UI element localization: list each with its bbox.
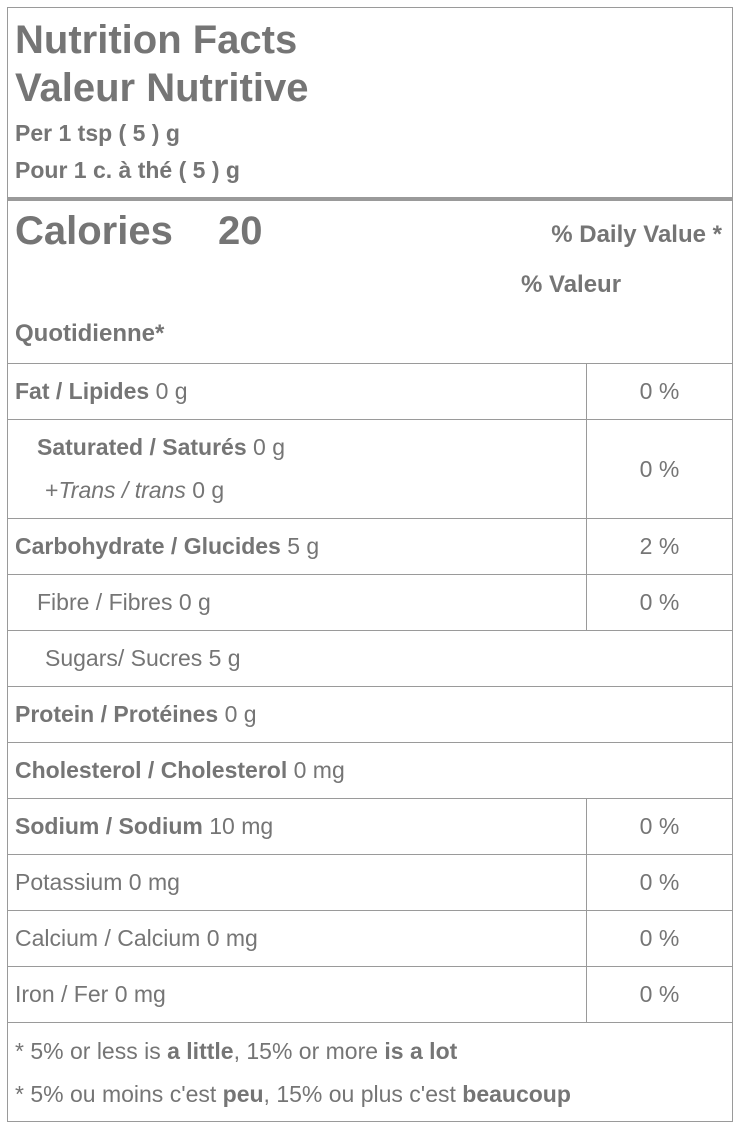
calories-label: Calories: [15, 209, 173, 253]
text-segment: * 5% or less is: [15, 1038, 168, 1064]
title: Nutrition Facts: [15, 18, 298, 62]
text-segment: 0 g: [218, 701, 257, 727]
nutrient-row: Potassium 0 mg 0 %: [8, 855, 732, 911]
nutrient-name: Protein / Protéines 0 g: [8, 687, 732, 742]
serving: Per 1 tsp ( 5 ) g: [15, 120, 180, 146]
line: Cholesterol / Cholesterol 0 mg: [15, 757, 732, 784]
text-segment: Calcium / Calcium 0 mg: [15, 925, 258, 951]
text-segment: Carbohydrate / Glucides: [15, 533, 281, 559]
nutrient-name: Fat / Lipides 0 g: [8, 364, 586, 419]
text-segment: , 15% ou plus c'est: [263, 1081, 463, 1107]
nutrient-name: Sugars/ Sucres 5 g: [8, 631, 732, 686]
text-segment: , 15% or more: [233, 1038, 385, 1064]
daily-value: % Daily Value *: [551, 221, 722, 248]
daily-value: Quotidienne*: [15, 320, 165, 347]
nutrient-row: Cholesterol / Cholesterol 0 mg: [8, 743, 732, 799]
text-segment: Saturated / Saturés: [37, 434, 247, 460]
text-segment: Potassium 0 mg: [15, 869, 180, 895]
text-segment: 0 g: [149, 378, 188, 404]
footnote: * 5% ou moins c'est peu, 15% ou plus c'e…: [15, 1073, 732, 1116]
nutrient-row: Iron / Fer 0 mg 0 %: [8, 967, 732, 1023]
calories-section: Calories 20 % Daily Value * % Valeur Quo…: [8, 201, 732, 364]
daily-value: % Valeur: [521, 271, 622, 298]
line: Fat / Lipides 0 g: [15, 378, 586, 405]
line: Sugars/ Sucres 5 g: [45, 645, 732, 672]
text-segment: Fibre / Fibres 0 g: [37, 589, 211, 615]
text-segment: Iron / Fer 0 mg: [15, 981, 166, 1007]
nutrient-row: Saturated / Saturés 0 g +Trans / trans 0 …: [8, 420, 732, 519]
percent: 0 %: [586, 911, 732, 966]
text-segment: +: [45, 477, 59, 503]
nutrition-label: Nutrition Facts Valeur Nutritive Per 1 t…: [7, 7, 733, 1122]
text-segment: Trans / trans: [58, 477, 186, 503]
footnote: * 5% or less is a little, 15% or more is…: [15, 1030, 732, 1073]
text-segment: 0 g: [185, 477, 225, 503]
text-segment: 0 g: [246, 434, 286, 460]
percent: 0 %: [586, 855, 732, 910]
text-segment: 10 mg: [202, 813, 274, 839]
text-segment: 0 mg: [287, 757, 345, 783]
text-segment: 5 g: [280, 533, 320, 559]
percent: 0 %: [586, 364, 732, 419]
line: Carbohydrate / Glucides 5 g: [15, 533, 586, 560]
percent: 0 %: [586, 575, 732, 630]
line: Potassium 0 mg: [15, 869, 586, 896]
text-segment: a little: [167, 1038, 234, 1064]
nutrient-name: Calcium / Calcium 0 mg: [8, 911, 586, 966]
footnotes: * 5% or less is a little, 15% or more is…: [8, 1023, 732, 1116]
nutrient-name: Iron / Fer 0 mg: [8, 967, 586, 1022]
nutrient-row: Calcium / Calcium 0 mg 0 %: [8, 911, 732, 967]
nutrient-name: Saturated / Saturés 0 g +Trans / trans 0 …: [8, 420, 586, 518]
text-segment: Protein / Protéines: [15, 701, 219, 727]
serving: Pour 1 c. à thé ( 5 ) g: [15, 157, 240, 183]
nutrient-name: Fibre / Fibres 0 g: [8, 575, 586, 630]
nutrient-row: Protein / Protéines 0 g: [8, 687, 732, 743]
line: Fibre / Fibres 0 g: [37, 589, 586, 616]
nutrient-name: Potassium 0 mg: [8, 855, 586, 910]
nutrient-row: Sugars/ Sucres 5 g: [8, 631, 732, 687]
nutrient-name: Cholesterol / Cholesterol 0 mg: [8, 743, 732, 798]
line: +Trans / trans 0 g: [37, 469, 586, 512]
text-segment: Fat / Lipides: [15, 378, 150, 404]
text-segment: Cholesterol / Cholesterol: [15, 757, 288, 783]
text-segment: Sodium / Sodium: [15, 813, 203, 839]
line: Calcium / Calcium 0 mg: [15, 925, 586, 952]
line: Sodium / Sodium 10 mg: [15, 813, 586, 840]
percent: 0 %: [586, 799, 732, 854]
nutrient-row: Fibre / Fibres 0 g 0 %: [8, 575, 732, 631]
text-segment: peu: [222, 1081, 264, 1107]
line: Iron / Fer 0 mg: [15, 981, 586, 1008]
line: Saturated / Saturés 0 g: [37, 426, 586, 469]
nutrient-name: Sodium / Sodium 10 mg: [8, 799, 586, 854]
percent: 2 %: [586, 519, 732, 574]
text-segment: * 5% ou moins c'est: [15, 1081, 223, 1107]
text-segment: Sugars/ Sucres 5 g: [45, 645, 241, 671]
percent: 0 %: [586, 967, 732, 1022]
nutrient-row: Sodium / Sodium 10 mg 0 %: [8, 799, 732, 855]
calories-value: 20: [218, 209, 263, 253]
nutrient-name: Carbohydrate / Glucides 5 g: [8, 519, 586, 574]
text-segment: beaucoup: [462, 1081, 571, 1107]
title: Valeur Nutritive: [15, 66, 309, 110]
text-segment: is a lot: [384, 1038, 458, 1064]
percent: 0 %: [586, 420, 732, 518]
header: Nutrition Facts Valeur Nutritive Per 1 t…: [8, 8, 732, 201]
line: Protein / Protéines 0 g: [15, 701, 732, 728]
